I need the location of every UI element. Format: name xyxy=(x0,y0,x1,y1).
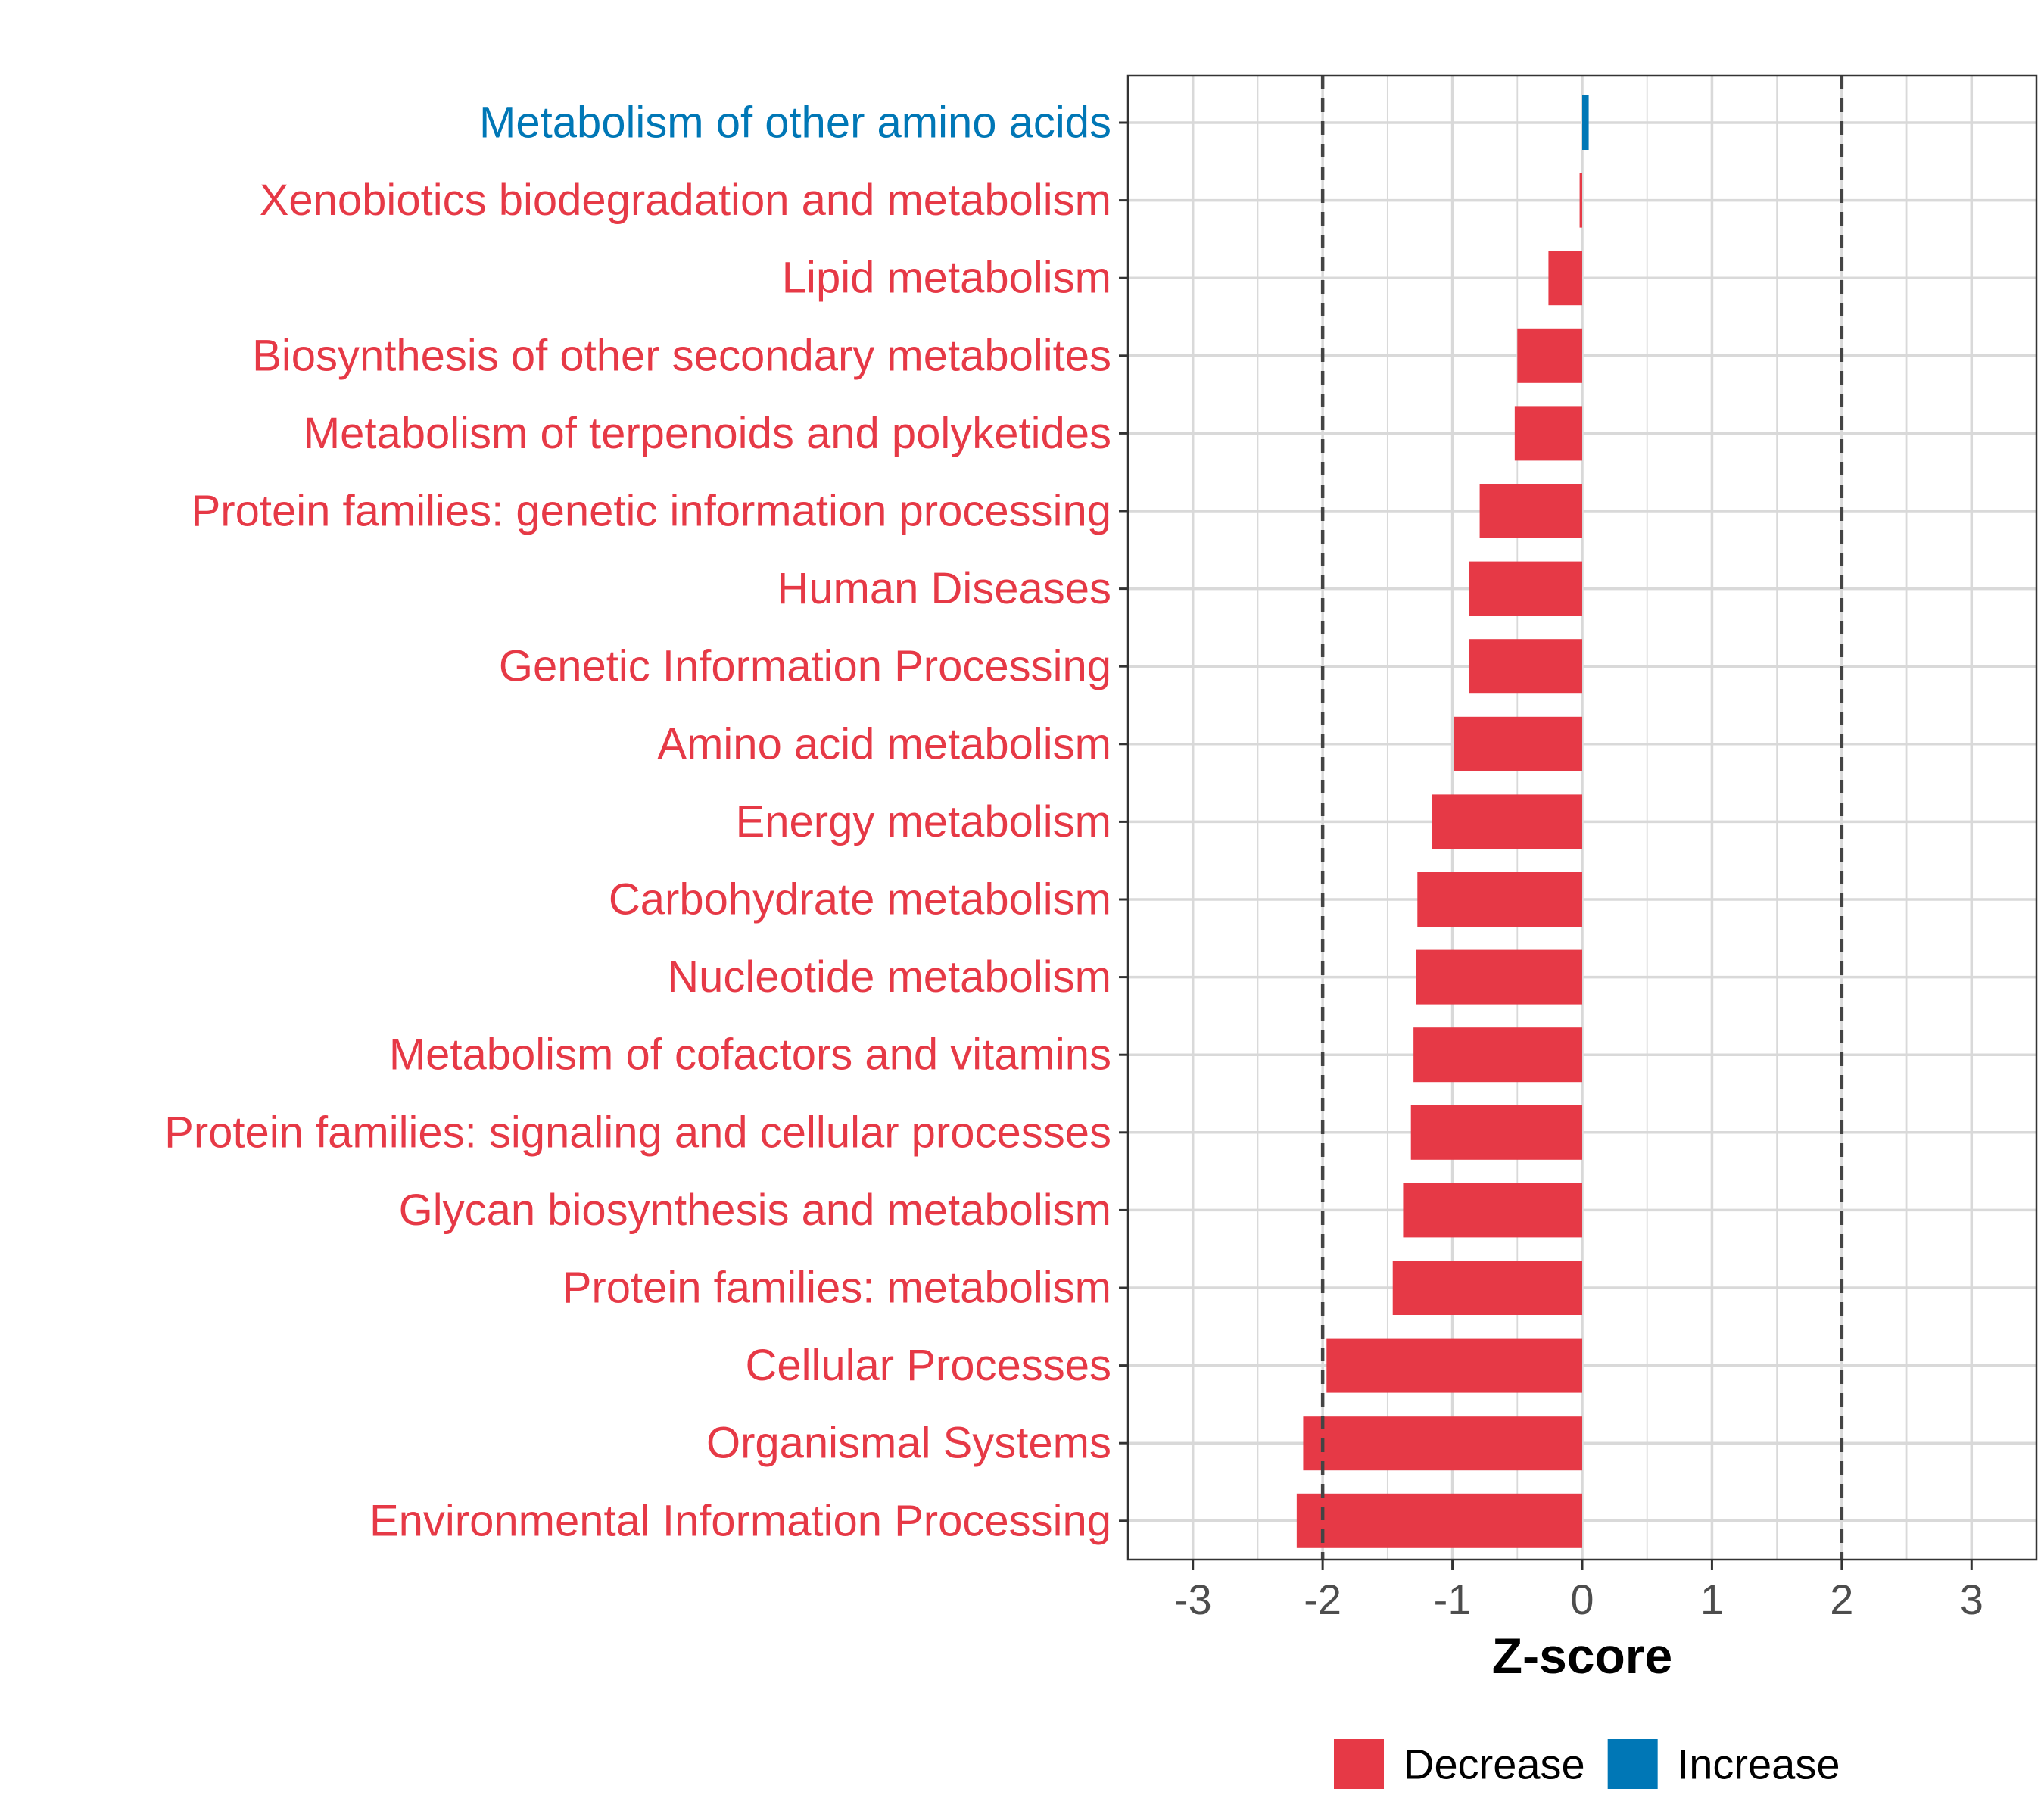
category-label: Xenobiotics biodegradation and metabolis… xyxy=(260,176,1111,225)
legend-swatch xyxy=(1607,1739,1658,1789)
x-axis-title: Z-score xyxy=(1492,1628,1672,1684)
bar xyxy=(1413,1027,1582,1083)
category-label: Protein families: metabolism xyxy=(562,1264,1111,1313)
bar xyxy=(1469,639,1582,694)
reference-lines xyxy=(1320,76,1844,1560)
bar xyxy=(1514,406,1582,461)
x-tick-label: -1 xyxy=(1434,1575,1472,1623)
bar xyxy=(1296,1493,1582,1548)
x-tick-label: 2 xyxy=(1830,1575,1853,1623)
category-label: Amino acid metabolism xyxy=(657,719,1111,768)
bar xyxy=(1417,872,1582,927)
bar xyxy=(1326,1338,1582,1393)
category-label: Glycan biosynthesis and metabolism xyxy=(399,1186,1111,1235)
x-tick-label: -3 xyxy=(1174,1575,1212,1623)
category-label: Energy metabolism xyxy=(736,797,1111,846)
category-label: Nucleotide metabolism xyxy=(667,952,1111,1002)
x-axis-ticks: -3 -2 -1 0 1 2 3 xyxy=(1174,1560,1983,1623)
category-label: Environmental Information Processing xyxy=(369,1496,1111,1545)
bars xyxy=(1296,95,1589,1548)
category-label: Metabolism of cofactors and vitamins xyxy=(389,1030,1111,1080)
category-label: Protein families: genetic information pr… xyxy=(192,487,1111,536)
legend-label: Increase xyxy=(1678,1741,1840,1788)
y-axis-ticks xyxy=(1119,121,1128,1522)
bar xyxy=(1432,794,1582,849)
category-label: Carbohydrate metabolism xyxy=(609,875,1111,924)
bar xyxy=(1517,328,1582,383)
category-labels: Metabolism of other amino acids Xenobioti… xyxy=(164,98,1111,1546)
bar xyxy=(1303,1416,1582,1471)
bar xyxy=(1579,173,1582,228)
legend-swatch xyxy=(1334,1739,1384,1789)
category-label: Metabolism of other amino acids xyxy=(479,98,1111,148)
bar xyxy=(1454,716,1582,771)
legend: Decrease Increase xyxy=(1334,1739,1840,1789)
bar xyxy=(1548,251,1582,306)
category-label: Metabolism of terpenoids and polyketides xyxy=(304,409,1111,458)
category-label: Human Diseases xyxy=(777,564,1111,613)
category-label: Organismal Systems xyxy=(706,1419,1111,1468)
bar xyxy=(1479,484,1582,538)
x-tick-label: 3 xyxy=(1960,1575,1983,1623)
bar xyxy=(1582,95,1589,150)
bar xyxy=(1403,1183,1582,1238)
bar xyxy=(1410,1105,1582,1160)
x-tick-label: -2 xyxy=(1304,1575,1341,1623)
bar xyxy=(1392,1261,1582,1315)
category-label: Biosynthesis of other secondary metaboli… xyxy=(252,331,1111,380)
category-label: Genetic Information Processing xyxy=(499,642,1111,691)
x-tick-label: 0 xyxy=(1570,1575,1594,1623)
legend-label: Decrease xyxy=(1404,1741,1585,1788)
category-label: Lipid metabolism xyxy=(782,254,1111,303)
category-label: Cellular Processes xyxy=(745,1341,1111,1390)
bar xyxy=(1469,561,1582,616)
bar xyxy=(1416,949,1582,1005)
x-tick-label: 1 xyxy=(1700,1575,1724,1623)
category-label: Protein families: signaling and cellular… xyxy=(164,1108,1111,1157)
